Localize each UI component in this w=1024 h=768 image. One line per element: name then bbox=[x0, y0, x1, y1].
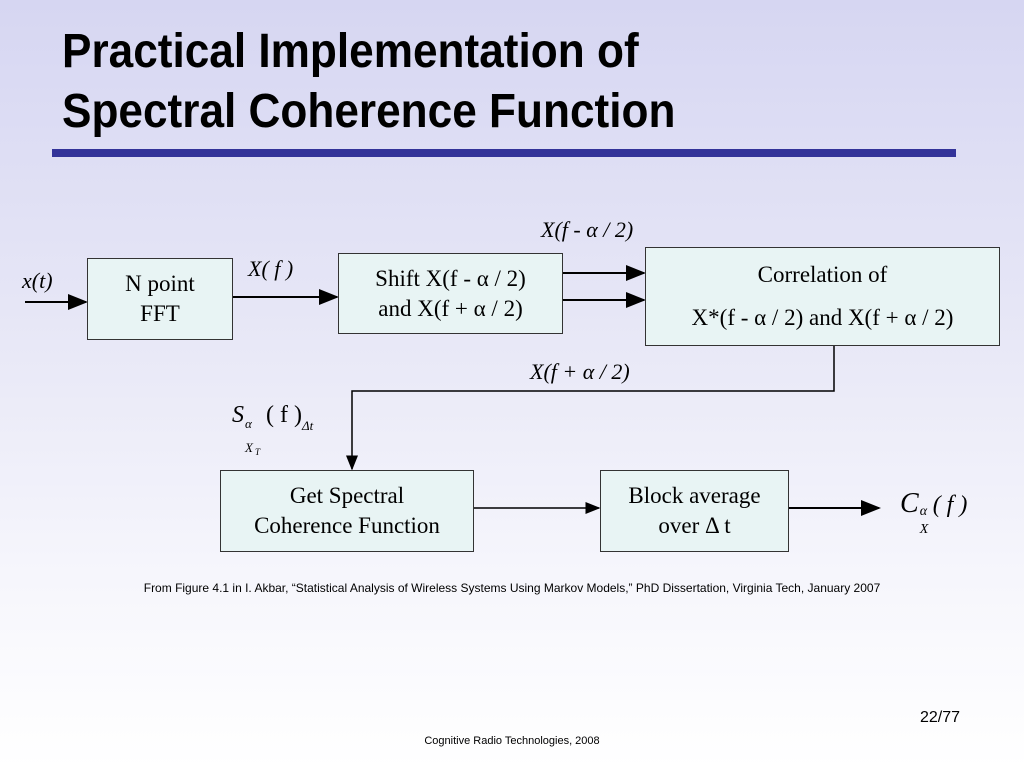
fft-box-line1: N point bbox=[125, 271, 195, 296]
footer: Cognitive Radio Technologies, 2008 bbox=[424, 735, 600, 747]
shift-box-line2: and X(f + α / 2) bbox=[378, 295, 523, 321]
correlation-box: Correlation of X*(f - α / 2) and X(f + α… bbox=[645, 247, 1000, 346]
block-box-line2: over Δ t bbox=[658, 513, 731, 538]
title-line-1: Practical Implementation of bbox=[62, 25, 639, 78]
block-box-line1: Block average bbox=[628, 483, 761, 508]
arrow-corr-to-coherence bbox=[346, 345, 835, 471]
fft-output-label: X( f ) bbox=[248, 256, 294, 281]
top-signal-label: X(f - α / 2) bbox=[541, 217, 634, 242]
fft-box-line2: FFT bbox=[140, 301, 180, 326]
shift-box: Shift X(f - α / 2) and X(f + α / 2) bbox=[338, 253, 563, 334]
bottom-signal-label: X(f + α / 2) bbox=[530, 359, 630, 384]
coherence-box: Get Spectral Coherence Function bbox=[220, 470, 474, 552]
coherence-box-line2: Coherence Function bbox=[254, 513, 440, 538]
fft-box: N point FFT bbox=[87, 258, 233, 340]
correlation-box-line1: Correlation of bbox=[757, 262, 888, 288]
correlation-box-line2: X*(f - α / 2) and X(f + α / 2) bbox=[691, 304, 954, 330]
output-label: C α X ( f ) bbox=[900, 488, 968, 537]
title-line-2: Spectral Coherence Function bbox=[62, 85, 676, 138]
title-underline bbox=[52, 149, 956, 157]
input-label: x(t) bbox=[22, 268, 53, 293]
shift-box-line1: Shift X(f - α / 2) bbox=[375, 265, 526, 291]
block-average-box: Block average over Δ t bbox=[600, 470, 789, 552]
slide-title: Practical Implementation of Spectral Coh… bbox=[62, 22, 675, 142]
page-number: 22/77 bbox=[919, 709, 960, 726]
coherence-box-line1: Get Spectral bbox=[289, 483, 405, 508]
figure-caption: From Figure 4.1 in I. Akbar, “Statistica… bbox=[143, 581, 881, 595]
